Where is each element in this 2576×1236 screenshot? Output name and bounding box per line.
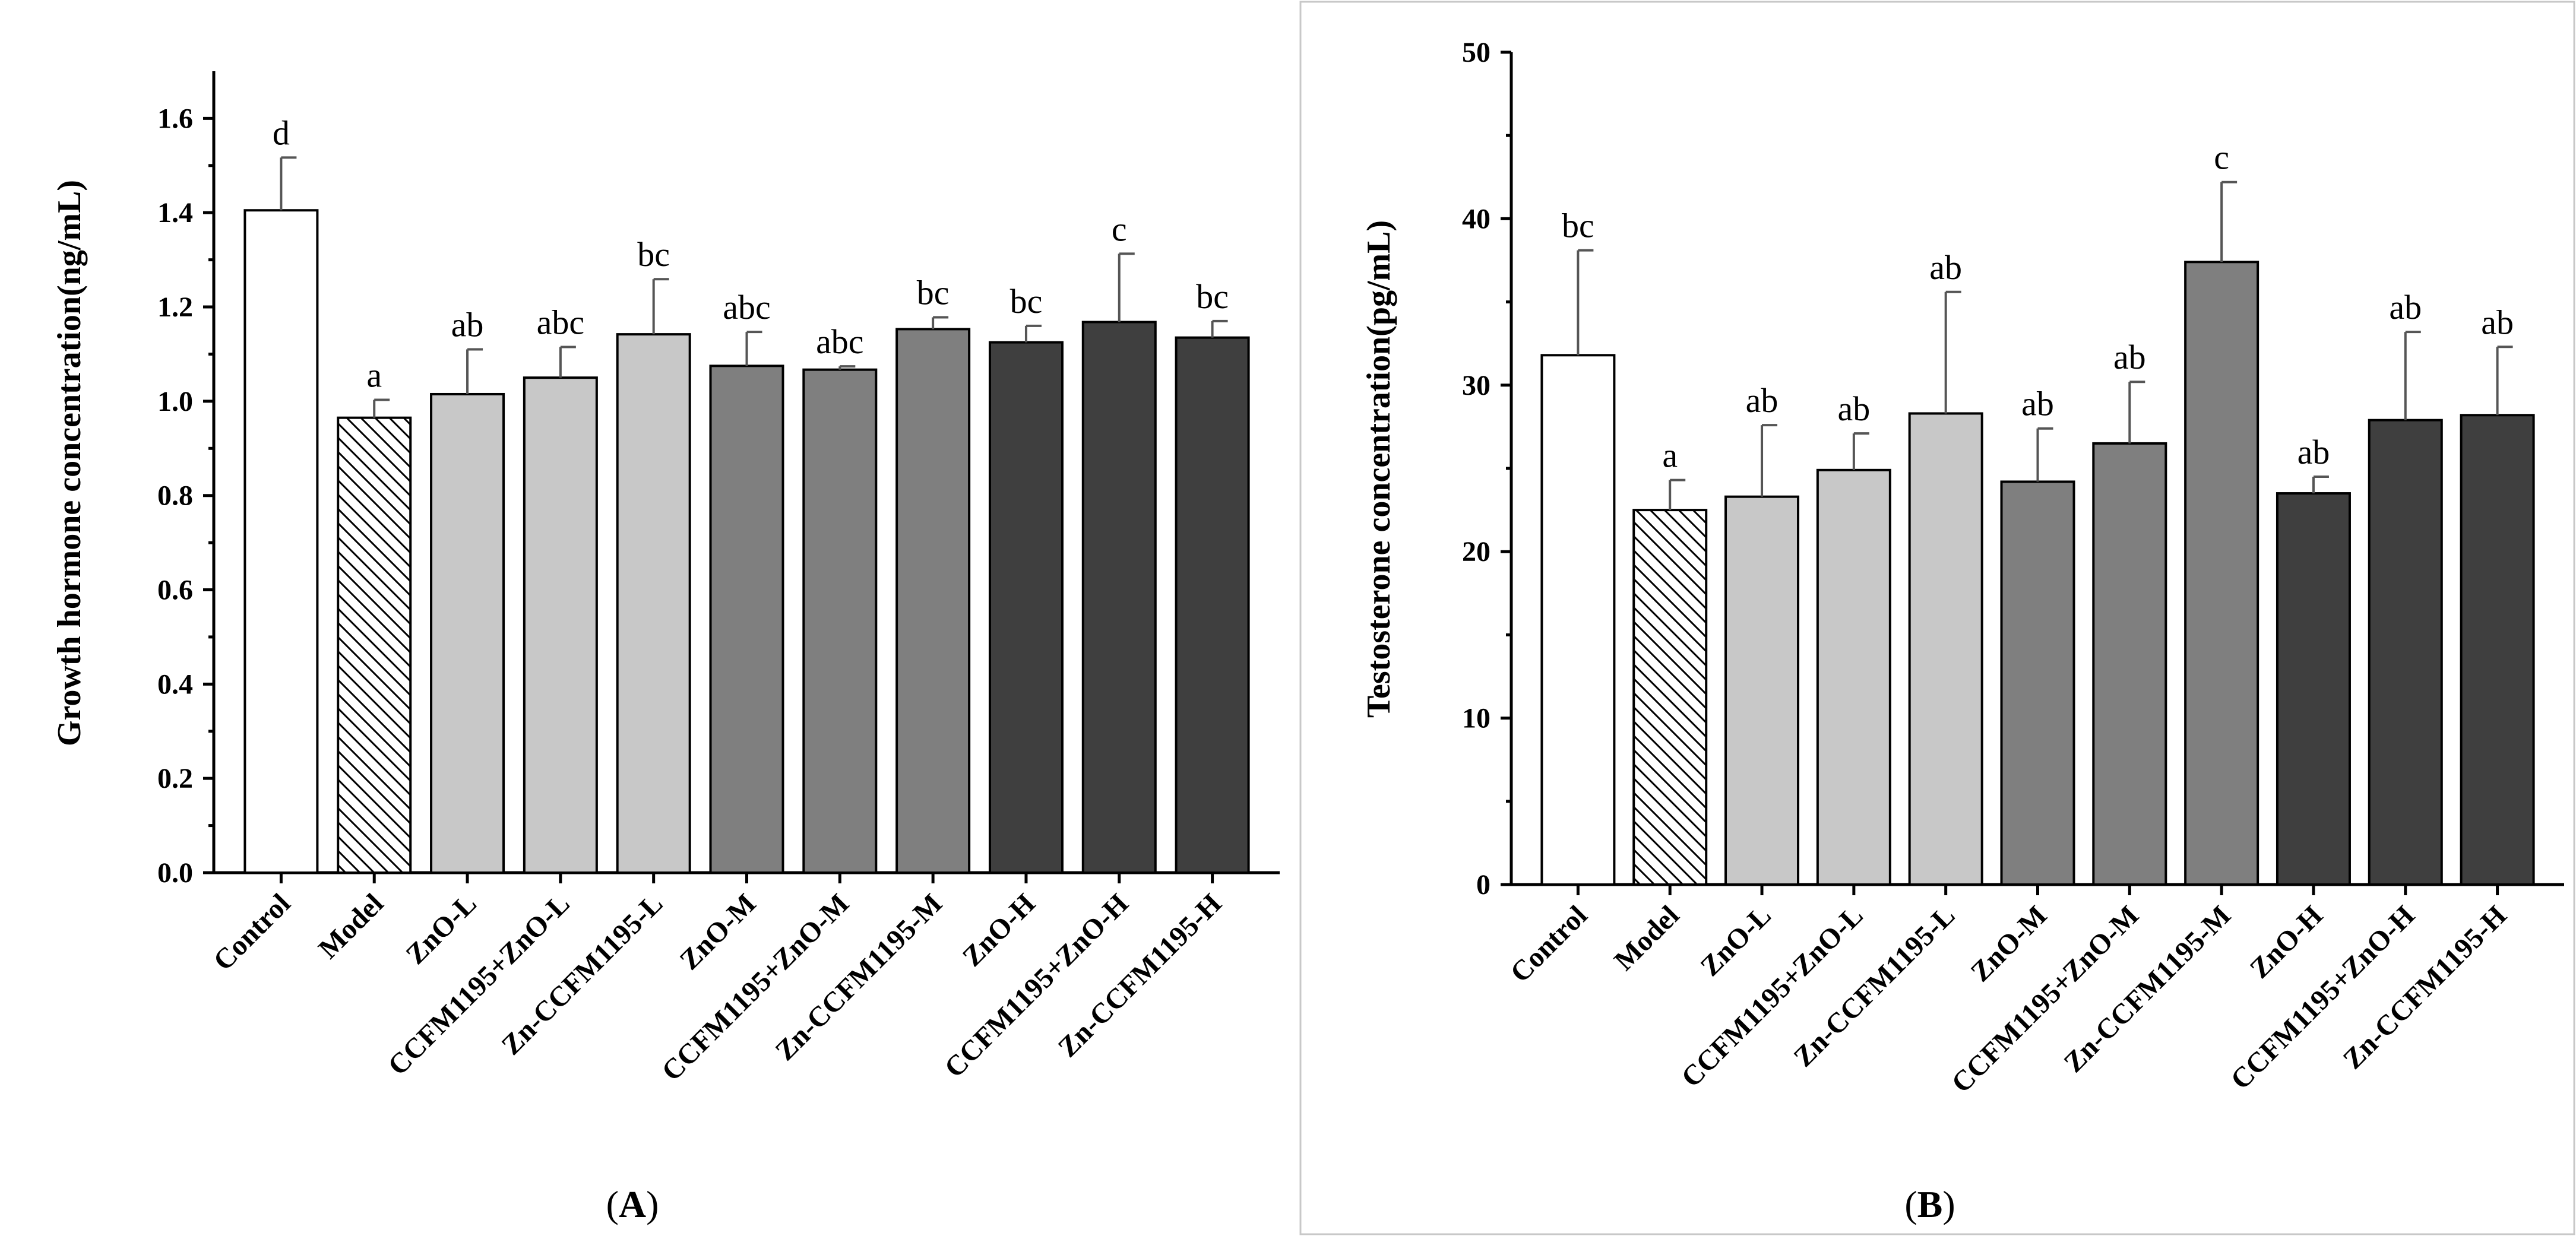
bar-zno-m bbox=[2000, 480, 2075, 886]
bar-zn-ccfm1195-l bbox=[616, 333, 691, 874]
panel-a-chart: Growth hormone concentration(ng/mL) 0.0 0… bbox=[51, 71, 1280, 1225]
bar-zn-ccfm1195-h bbox=[1175, 336, 1250, 874]
x-tick-label: CCFM1195+ZnO-H bbox=[938, 888, 1134, 1083]
bar-ccfm1195-zno-h bbox=[2368, 419, 2443, 886]
significance-label: bc bbox=[1196, 277, 1229, 316]
bar-zn-ccfm1195-m bbox=[895, 328, 971, 874]
significance-label: ab bbox=[2297, 433, 2330, 471]
y-tick-label: 50 bbox=[1462, 37, 1490, 68]
x-tick-label: ZnO-L bbox=[400, 888, 482, 970]
bar-zno-h bbox=[988, 341, 1064, 874]
panel-b-label-letter: B bbox=[1917, 1183, 1943, 1225]
x-tick-label: ZnO-M bbox=[1965, 899, 2053, 988]
y-tick-label: 1.4 bbox=[157, 197, 193, 229]
panel-a-y-axis-label: Growth hormone concentration(ng/mL) bbox=[51, 180, 88, 746]
bar-ccfm1195-zno-l bbox=[523, 376, 598, 874]
x-tick-label: Zn-CCFM1195-M bbox=[769, 888, 948, 1066]
x-tick-label: Zn-CCFM1195-L bbox=[1787, 899, 1961, 1073]
panel-a-label: (A) bbox=[606, 1183, 659, 1225]
y-tick-label: 0.0 bbox=[157, 857, 193, 889]
significance-label: a bbox=[366, 356, 382, 395]
bar-zno-h bbox=[2276, 492, 2351, 886]
significance-label: ab bbox=[1837, 389, 1870, 428]
bar-zn-ccfm1195-m bbox=[2184, 261, 2259, 886]
x-tick-label: CCFM1195+ZnO-L bbox=[1675, 899, 1869, 1093]
panel-b-y-axis-label: Testosterone concentration(pg/mL) bbox=[1360, 220, 1397, 718]
panel-b-frame bbox=[1299, 1, 2575, 1235]
y-tick-label: 1.2 bbox=[157, 291, 193, 323]
significance-label: a bbox=[1662, 436, 1678, 475]
bar-zn-ccfm1195-l bbox=[1908, 412, 1983, 886]
x-tick-label: Zn-CCFM1195-M bbox=[2058, 899, 2236, 1078]
bar-zno-l bbox=[1724, 495, 1800, 886]
panel-a-x-tick-labels: Control Model ZnO-LCCFM1195+ZnO-LZn-CCFM11… bbox=[207, 888, 1227, 1087]
significance-label: bc bbox=[1562, 207, 1594, 245]
x-tick-label: ZnO-H bbox=[957, 888, 1042, 972]
panel-a-bars: d a ab abc bc abc abc bc bc c bc bbox=[243, 113, 1250, 874]
x-tick-label: Control bbox=[1504, 899, 1593, 988]
significance-label: bc bbox=[1010, 282, 1043, 321]
significance-label: c bbox=[2214, 138, 2229, 177]
panel-b-bars: bc a ab ab ab ab ab c ab ab ab bbox=[1540, 138, 2535, 886]
significance-label: bc bbox=[917, 274, 950, 312]
panel-a-label-letter: A bbox=[619, 1183, 646, 1225]
bar-ccfm1195-zno-m bbox=[802, 368, 878, 874]
significance-label: abc bbox=[537, 303, 585, 342]
significance-label: bc bbox=[637, 235, 670, 274]
significance-label: ab bbox=[2113, 338, 2146, 376]
x-tick-label: Model bbox=[312, 888, 390, 965]
bar-ccfm1195-zno-l bbox=[1816, 468, 1891, 886]
bar-control bbox=[1540, 354, 1616, 886]
x-tick-label: ZnO-L bbox=[1694, 899, 1777, 982]
significance-label: abc bbox=[723, 288, 771, 327]
panel-b-x-tick-labels: Control Model ZnO-LCCFM1195+ZnO-LZn-CCFM11… bbox=[1504, 899, 2512, 1099]
significance-label: ab bbox=[2021, 385, 2054, 423]
y-tick-label: 1.6 bbox=[157, 103, 193, 134]
significance-label: d bbox=[273, 113, 290, 152]
y-tick-label: 0.4 bbox=[157, 668, 193, 700]
y-tick-label: 0.2 bbox=[157, 763, 193, 794]
bar-ccfm1195-zno-h bbox=[1081, 321, 1157, 874]
y-tick-label: 0 bbox=[1476, 869, 1490, 901]
y-tick-label: 1.0 bbox=[157, 386, 193, 417]
y-tick-label: 20 bbox=[1462, 536, 1490, 568]
bar-model bbox=[1632, 509, 1708, 886]
panel-b-label: (B) bbox=[1904, 1183, 1955, 1225]
significance-label: abc bbox=[816, 322, 864, 361]
x-tick-label: Model bbox=[1608, 899, 1685, 977]
significance-label: ab bbox=[2389, 288, 2422, 327]
x-tick-label: CCFM1195+ZnO-H bbox=[2224, 899, 2420, 1095]
bar-control bbox=[243, 209, 319, 874]
y-tick-label: 10 bbox=[1462, 703, 1490, 734]
x-tick-label: CCFM1195+ZnO-M bbox=[656, 888, 855, 1087]
y-tick-label: 0.8 bbox=[157, 480, 193, 512]
x-tick-label: Zn-CCFM1195-H bbox=[1052, 888, 1228, 1063]
y-tick-label: 0.6 bbox=[157, 575, 193, 606]
significance-label: ab bbox=[451, 306, 484, 344]
bar-model bbox=[337, 416, 412, 874]
y-tick-label: 30 bbox=[1462, 370, 1490, 401]
x-tick-label: ZnO-M bbox=[674, 888, 762, 976]
panel-b-chart: Testosterone concentration(pg/mL) 0 10 20 3… bbox=[1360, 37, 2564, 1225]
significance-label: ab bbox=[1746, 381, 1778, 420]
significance-label: ab bbox=[1929, 248, 1962, 287]
bar-zno-l bbox=[430, 392, 505, 874]
bar-zno-m bbox=[709, 365, 784, 874]
significance-label: ab bbox=[2481, 303, 2514, 341]
bar-ccfm1195-zno-m bbox=[2092, 442, 2167, 886]
bar-zn-ccfm1195-h bbox=[2460, 414, 2535, 886]
significance-label: c bbox=[1112, 210, 1127, 248]
x-tick-label: CCFM1195+ZnO-L bbox=[382, 888, 575, 1081]
x-tick-label: Control bbox=[207, 888, 296, 977]
y-tick-label: 40 bbox=[1462, 203, 1490, 234]
x-tick-label: Zn-CCFM1195-H bbox=[2337, 899, 2513, 1075]
x-tick-label: ZnO-H bbox=[2244, 899, 2329, 984]
x-tick-label: Zn-CCFM1195-L bbox=[495, 888, 669, 1061]
